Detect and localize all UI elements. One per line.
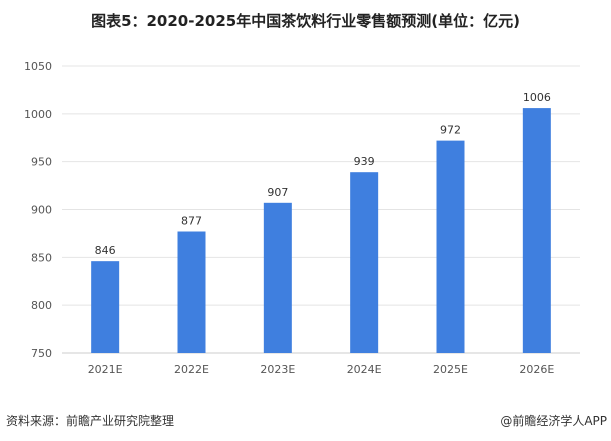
chart-title: 图表5：2020-2025年中国茶饮料行业零售额预测(单位：亿元) [91, 12, 520, 30]
data-label: 972 [440, 124, 461, 137]
data-label: 846 [95, 244, 116, 257]
x-tick-label: 2026E [519, 363, 554, 376]
y-tick-label: 750 [31, 347, 52, 360]
bar-chart: 750 800 850 900 950 1000 1050 846 2021E 877 2022E 9… [24, 60, 580, 376]
y-tick-label: 850 [31, 251, 52, 264]
data-label: 1006 [523, 91, 551, 104]
bar [91, 261, 120, 353]
bar [350, 172, 379, 353]
y-tick-label: 950 [31, 156, 52, 169]
source-note: 资料来源：前瞻产业研究院整理 [6, 414, 175, 428]
y-tick-label: 1000 [24, 108, 52, 121]
x-tick-label: 2024E [347, 363, 382, 376]
x-tick-label: 2021E [88, 363, 123, 376]
x-tick-label: 2025E [433, 363, 468, 376]
bar [177, 231, 206, 353]
data-label: 877 [181, 215, 202, 228]
y-tick-label: 900 [31, 204, 52, 217]
bar [436, 140, 465, 353]
credit-note: @前瞻经济学人APP [500, 414, 607, 428]
data-label: 907 [267, 186, 288, 199]
y-tick-label: 1050 [24, 60, 52, 73]
data-label: 939 [354, 155, 375, 168]
x-tick-label: 2023E [260, 363, 295, 376]
y-tick-label: 800 [31, 299, 52, 312]
bar [263, 202, 292, 353]
x-tick-label: 2022E [174, 363, 209, 376]
bar [522, 108, 551, 354]
